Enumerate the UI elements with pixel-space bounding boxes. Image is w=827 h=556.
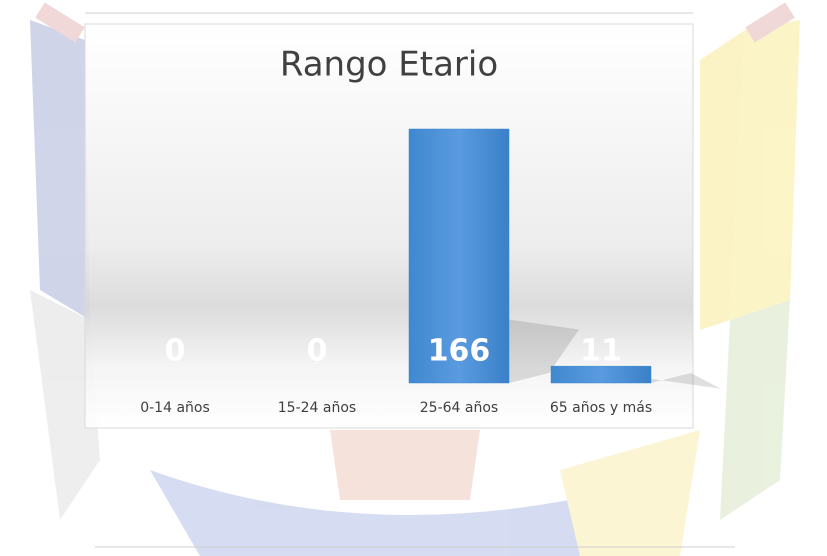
- chart-area: [84, 23, 694, 429]
- x-tick-label: 65 años y más: [550, 400, 652, 416]
- chart-title: Rango Etario: [280, 45, 498, 85]
- data-label: 0: [307, 334, 328, 369]
- bar: [408, 128, 510, 384]
- x-tick-label: 25-64 años: [420, 400, 498, 416]
- data-label: 166: [428, 334, 491, 369]
- data-label: 0: [165, 334, 186, 369]
- x-tick-label: 15-24 años: [278, 400, 356, 416]
- data-label: 11: [580, 334, 622, 369]
- bar-shadow: [509, 319, 579, 383]
- x-tick-label: 0-14 años: [140, 400, 210, 416]
- background-emblem: [30, 2, 800, 556]
- bar: [550, 365, 652, 384]
- bar-shadow: [651, 373, 721, 389]
